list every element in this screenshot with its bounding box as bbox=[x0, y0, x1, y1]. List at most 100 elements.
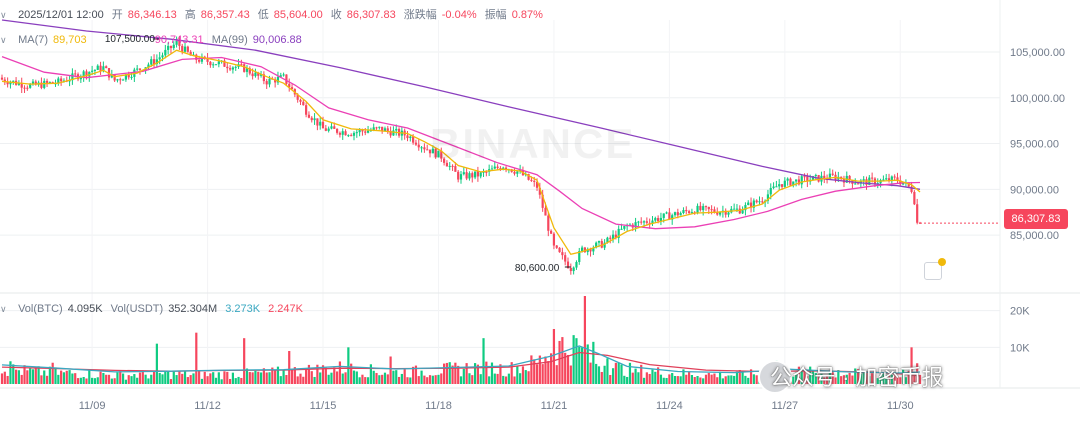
candle-up bbox=[358, 130, 361, 133]
candle-down bbox=[105, 66, 108, 69]
candle-down bbox=[538, 187, 541, 195]
candle-up bbox=[136, 68, 139, 70]
candle-up bbox=[319, 121, 322, 126]
volume-bar-up bbox=[696, 376, 699, 384]
candle-down bbox=[614, 234, 617, 238]
candle-down bbox=[541, 194, 544, 208]
volume-bar-up bbox=[31, 369, 35, 384]
notes-icon[interactable] bbox=[924, 258, 946, 280]
candle-down bbox=[856, 183, 860, 185]
candle-down bbox=[457, 171, 460, 180]
candle-up bbox=[814, 175, 817, 177]
price-tick-label: 100,000.00 bbox=[1010, 93, 1065, 105]
candle-up bbox=[623, 226, 626, 229]
candle-up bbox=[468, 173, 471, 179]
volume-bar-up bbox=[620, 364, 623, 384]
collapse-chevron-icon[interactable]: ∨ bbox=[0, 10, 7, 20]
volume-bar-down bbox=[307, 364, 311, 384]
candle-down bbox=[386, 128, 389, 131]
volume-bar-up bbox=[628, 362, 632, 384]
candle-up bbox=[378, 126, 381, 128]
candle-up bbox=[772, 186, 775, 189]
volume-bar-down bbox=[907, 370, 910, 384]
volume-bar-up bbox=[62, 372, 66, 384]
volume-bar-up bbox=[254, 370, 257, 384]
volume-bar-down bbox=[710, 374, 713, 384]
candle-up bbox=[175, 40, 178, 45]
candle-down bbox=[789, 178, 792, 186]
candle-up bbox=[747, 202, 750, 205]
volume-bar-up bbox=[516, 366, 519, 384]
volume-bar-down bbox=[40, 375, 43, 384]
volume-bar-up bbox=[811, 370, 815, 384]
volume-bar-up bbox=[671, 373, 674, 384]
candle-up bbox=[48, 82, 51, 84]
volume-bar-up bbox=[355, 371, 358, 384]
volume-bar-up bbox=[161, 374, 164, 384]
candle-up bbox=[12, 80, 15, 83]
candle-down bbox=[324, 128, 327, 131]
candle-up bbox=[580, 247, 584, 252]
price-tick-label: 85,000.00 bbox=[1010, 230, 1059, 242]
candle-up bbox=[479, 172, 482, 177]
volume-bar-down bbox=[555, 365, 558, 384]
volume-bar-down bbox=[823, 377, 826, 384]
volume-bar-up bbox=[575, 338, 578, 384]
volume-bar-down bbox=[476, 364, 479, 384]
candle-up bbox=[651, 220, 654, 224]
volume-bar-down bbox=[443, 363, 446, 384]
candle-down bbox=[226, 66, 229, 69]
candle-down bbox=[589, 248, 592, 252]
change-label: 涨跌幅 bbox=[403, 9, 437, 21]
volume-collapse-chevron-icon[interactable]: ∨ bbox=[0, 304, 7, 314]
volume-bar-down bbox=[457, 365, 460, 384]
low-value: 85,604.00 bbox=[273, 9, 323, 21]
candle-down bbox=[583, 247, 587, 253]
candle-down bbox=[248, 68, 251, 74]
watermark-logo: BINANCE bbox=[430, 120, 636, 167]
candle-down bbox=[412, 136, 415, 143]
candle-down bbox=[564, 255, 567, 262]
candle-down bbox=[645, 221, 648, 223]
candle-up bbox=[575, 262, 578, 268]
volume-bar-down bbox=[257, 371, 260, 384]
volume-bar-down bbox=[704, 374, 708, 384]
candle-down bbox=[381, 126, 384, 132]
volume-bar-up bbox=[150, 374, 153, 384]
volume-bar-down bbox=[251, 372, 254, 384]
candle-down bbox=[561, 252, 564, 256]
volume-bar-up bbox=[727, 375, 730, 384]
volume-bar-down bbox=[445, 362, 449, 384]
candle-down bbox=[887, 178, 891, 182]
volume-bar-up bbox=[12, 364, 15, 384]
volume-bar-up bbox=[904, 377, 908, 384]
candle-down bbox=[152, 59, 156, 65]
volume-bar-down bbox=[20, 374, 23, 384]
candle-up bbox=[890, 176, 893, 182]
volume-bar-up bbox=[626, 376, 629, 384]
candle-down bbox=[85, 71, 88, 77]
volume-tick-label: 20K bbox=[1010, 306, 1030, 318]
ma-collapse-chevron-icon[interactable]: ∨ bbox=[0, 35, 7, 45]
volume-bar-down bbox=[566, 354, 570, 384]
ma7-value: 89,703 bbox=[53, 34, 87, 46]
candle-up bbox=[121, 79, 125, 81]
candle-up bbox=[79, 76, 82, 80]
volume-bar-up bbox=[862, 373, 865, 384]
volume-bar-up bbox=[37, 366, 40, 384]
volume-bar-up bbox=[730, 375, 733, 384]
volume-bar-up bbox=[854, 368, 857, 384]
volume-bar-up bbox=[623, 375, 626, 384]
volume-bar-up bbox=[212, 372, 215, 384]
volume-bar-down bbox=[243, 338, 246, 384]
candle-down bbox=[454, 166, 457, 172]
volume-bar-up bbox=[133, 374, 136, 384]
candle-down bbox=[848, 175, 851, 181]
volume-bar-up bbox=[890, 374, 893, 384]
volume-bar-down bbox=[386, 374, 389, 384]
volume-bar-down bbox=[851, 375, 854, 384]
volume-bar-down bbox=[530, 355, 533, 384]
volume-bar-down bbox=[403, 369, 406, 384]
